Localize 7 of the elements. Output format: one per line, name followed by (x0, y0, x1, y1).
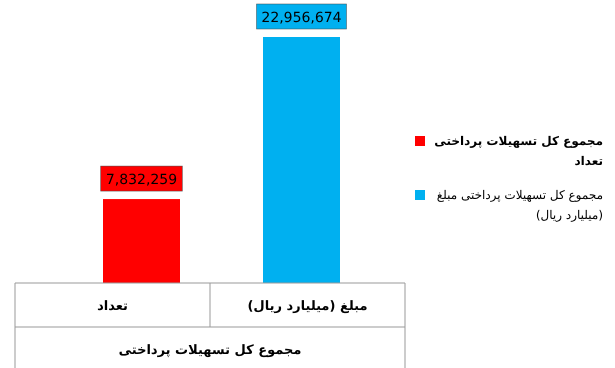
legend-label: مجموع کل تسهیلات پرداختی مبلغ (میلیارد ریال) (436, 188, 603, 222)
data-label: 7,832,259 (106, 172, 178, 188)
x-axis-title: مجموع کل تسهیلات پرداختی (118, 343, 302, 358)
x-tick-label: تعداد (97, 299, 128, 314)
data-label: 22,956,674 (261, 10, 342, 26)
x-tick-label: مبلغ (میلیارد ریال) (247, 299, 368, 314)
legend-label: مجموع کل تسهیلات پرداختی تعداد (434, 134, 603, 168)
